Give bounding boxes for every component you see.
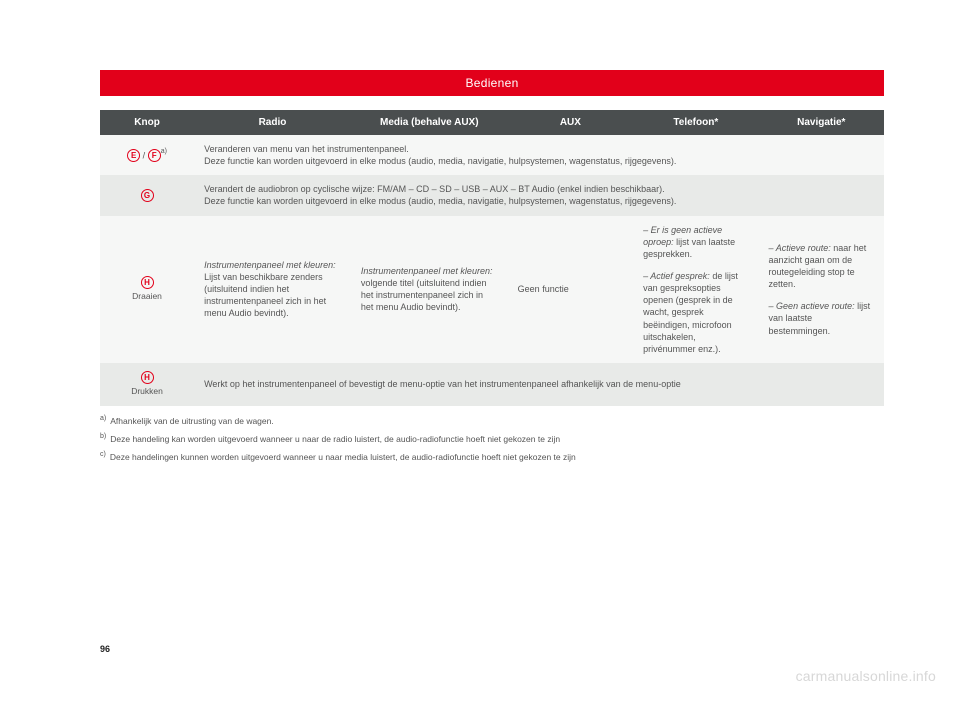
col-knop: Knop [100, 110, 194, 135]
knop-letter-icon: H [141, 371, 154, 384]
footnote-marker: c) [100, 451, 106, 458]
cell-media: Instrumentenpaneel met kleuren: volgende… [351, 216, 508, 363]
footnote: a) Afhankelijk van de uitrusting van de w… [100, 416, 884, 426]
cell-telefoon: – Er is geen actieve oproep: lijst van l… [633, 216, 758, 363]
col-navigatie: Navigatie* [759, 110, 884, 135]
list-item: – Er is geen actieve oproep: lijst van l… [643, 224, 748, 260]
page-title: Bedienen [100, 70, 884, 96]
footnote: c) Deze handelingen kunnen worden uitgevo… [100, 452, 884, 462]
table-row: H Draaien Instrumentenpaneel met kleuren… [100, 216, 884, 363]
knop-letter-icon: H [141, 276, 154, 289]
cell-navigatie: – Actieve route: naar het aanzicht gaan … [759, 216, 884, 363]
list-item: – Geen actieve route: lijst van laatste … [769, 300, 874, 336]
knop-cell-h-draaien: H Draaien [100, 216, 194, 363]
knop-cell-g: G [100, 175, 194, 215]
knop-cell-ef: E / Fa) [100, 135, 194, 175]
lead-italic: – Geen actieve route: [769, 301, 855, 311]
knop-letter-icon: G [141, 189, 154, 202]
col-telefoon: Telefoon* [633, 110, 758, 135]
cell-rest: de lijst van gespreksopties openen (gesp… [643, 271, 738, 354]
lead-italic: – Actieve route: [769, 243, 831, 253]
table-header-row: Knop Radio Media (behalve AUX) AUX Telef… [100, 110, 884, 135]
footnote: b) Deze handeling kan worden uitgevoerd w… [100, 434, 884, 444]
cell-rest: volgende titel (uitsluitend indien het i… [361, 278, 487, 312]
footnote-text: Afhankelijk van de uitrusting van de wag… [110, 416, 274, 426]
col-radio: Radio [194, 110, 351, 135]
table-row: H Drukken Werkt op het instrumentenpanee… [100, 363, 884, 406]
footnote-text: Deze handelingen kunnen worden uitgevoer… [110, 452, 576, 462]
table-row: E / Fa) Veranderen van menu van het inst… [100, 135, 884, 175]
col-media: Media (behalve AUX) [351, 110, 508, 135]
row-text: Werkt op het instrumentenpaneel of beves… [194, 363, 884, 406]
lead-italic: – Actief gesprek: [643, 271, 710, 281]
knop-subtext: Drukken [110, 386, 184, 397]
page-number: 96 [100, 644, 110, 654]
knop-letter-icon: E [127, 149, 140, 162]
lead-italic: Instrumentenpaneel met kleuren: [204, 260, 336, 270]
knop-letter-icon: F [148, 149, 161, 162]
cell-aux: Geen functie [508, 216, 633, 363]
row-text: Veranderen van menu van het instrumenten… [194, 135, 884, 175]
table-row: G Verandert de audiobron op cyclische wi… [100, 175, 884, 215]
footnote-text: Deze handeling kan worden uitgevoerd wan… [110, 434, 560, 444]
footnotes: a) Afhankelijk van de uitrusting van de w… [100, 416, 884, 462]
knop-suffix-sup: a) [161, 148, 167, 155]
footnote-marker: b) [100, 433, 106, 440]
knop-separator: / [143, 150, 146, 160]
knop-subtext: Draaien [110, 291, 184, 302]
knop-cell-h-drukken: H Drukken [100, 363, 194, 406]
footnote-marker: a) [100, 415, 106, 422]
watermark: carmanualsonline.info [796, 668, 936, 684]
controls-table: Knop Radio Media (behalve AUX) AUX Telef… [100, 110, 884, 406]
list-item: – Actief gesprek: de lijst van gesprekso… [643, 270, 748, 355]
lead-italic: Instrumentenpaneel met kleuren: [361, 266, 493, 276]
row-text: Verandert de audiobron op cyclische wijz… [194, 175, 884, 215]
list-item: – Actieve route: naar het aanzicht gaan … [769, 242, 874, 291]
cell-radio: Instrumentenpaneel met kleuren: Lijst va… [194, 216, 351, 363]
cell-rest: Lijst van beschikbare zenders (uitsluite… [204, 272, 326, 318]
col-aux: AUX [508, 110, 633, 135]
